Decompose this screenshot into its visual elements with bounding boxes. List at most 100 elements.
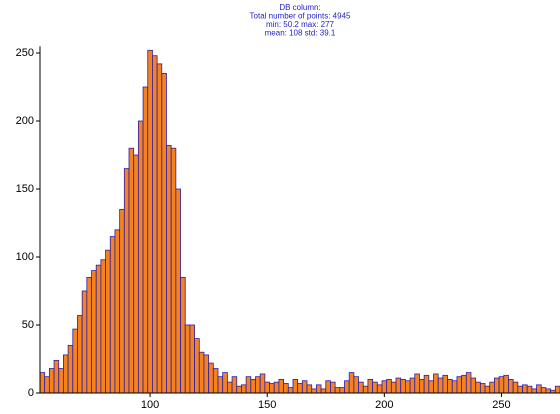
bar (386, 378, 392, 394)
chart-title: Total number of points: 4945 (250, 12, 352, 21)
bar (231, 376, 238, 394)
bar (86, 276, 92, 394)
bar (152, 55, 158, 394)
bar (479, 383, 486, 394)
bar (334, 387, 341, 394)
y-tick-label: 250 (16, 47, 34, 59)
bar (269, 383, 275, 394)
bar (442, 374, 448, 394)
bar (433, 373, 439, 394)
bar (255, 376, 261, 394)
bar (494, 377, 500, 394)
bar (48, 368, 55, 394)
bar (390, 381, 397, 394)
bar (91, 270, 97, 394)
bar (465, 372, 472, 394)
bar (517, 385, 523, 394)
bar (428, 380, 434, 394)
bar (128, 147, 135, 394)
bar (189, 324, 195, 394)
bar (123, 168, 130, 394)
x-tick-label: 200 (375, 399, 393, 411)
bar (245, 376, 252, 394)
bar (95, 264, 102, 394)
bar (250, 378, 256, 394)
bar (147, 49, 153, 394)
bar (330, 381, 336, 394)
bar (133, 154, 139, 394)
bar (381, 380, 388, 394)
bar (72, 328, 78, 394)
bar (522, 384, 528, 394)
chart-title: min: 50.2 max: 277 (266, 20, 335, 29)
chart-title: mean: 108 std: 39.1 (265, 29, 336, 38)
bar (409, 377, 416, 394)
bar (39, 372, 46, 394)
y-tick-label: 0 (28, 387, 34, 399)
bar (344, 380, 350, 394)
chart-title: DB column: (279, 3, 320, 12)
bar (222, 372, 228, 394)
bar (236, 385, 242, 394)
bar (226, 381, 233, 394)
bar (287, 387, 294, 394)
bar (419, 378, 425, 394)
bar (100, 259, 106, 394)
bar (348, 372, 355, 394)
bar (414, 373, 420, 394)
bar (208, 362, 214, 394)
bar (77, 315, 83, 394)
bar (320, 388, 327, 394)
bar (58, 368, 64, 394)
bar (273, 381, 280, 394)
bar (53, 359, 60, 394)
bar (484, 385, 491, 394)
bar (503, 374, 509, 394)
bar (451, 380, 458, 394)
bar (526, 385, 533, 394)
bar (63, 354, 69, 394)
bar (161, 73, 167, 394)
bar (367, 378, 374, 394)
bar (175, 188, 181, 394)
bar (554, 385, 560, 394)
bar (423, 374, 430, 394)
bar (184, 324, 191, 394)
bar (264, 381, 270, 394)
bar (283, 383, 289, 394)
bar (498, 376, 505, 394)
bar (536, 384, 542, 394)
bar (400, 378, 406, 394)
bar (461, 374, 467, 394)
bar (545, 388, 552, 394)
bar (81, 290, 88, 394)
bar (217, 376, 224, 394)
bar (489, 381, 495, 394)
bar (105, 249, 111, 394)
bar (259, 373, 266, 394)
bar (508, 378, 514, 394)
bar (166, 145, 172, 394)
bar (142, 86, 149, 394)
bar (278, 378, 285, 394)
bar (456, 376, 463, 394)
bar (339, 387, 345, 394)
bar (512, 381, 519, 394)
bar (67, 344, 74, 394)
bar (311, 388, 317, 394)
bar (447, 378, 453, 394)
bar (297, 383, 303, 394)
bar (109, 236, 116, 394)
bar (325, 380, 331, 394)
bar (315, 384, 322, 394)
bar (170, 147, 177, 394)
y-tick-label: 50 (22, 319, 34, 331)
bar (119, 208, 125, 394)
y-tick-label: 200 (16, 115, 34, 127)
x-tick-label: 250 (492, 399, 510, 411)
bar (353, 376, 359, 394)
bar (540, 387, 547, 394)
bar (470, 377, 477, 394)
bar (405, 380, 411, 394)
